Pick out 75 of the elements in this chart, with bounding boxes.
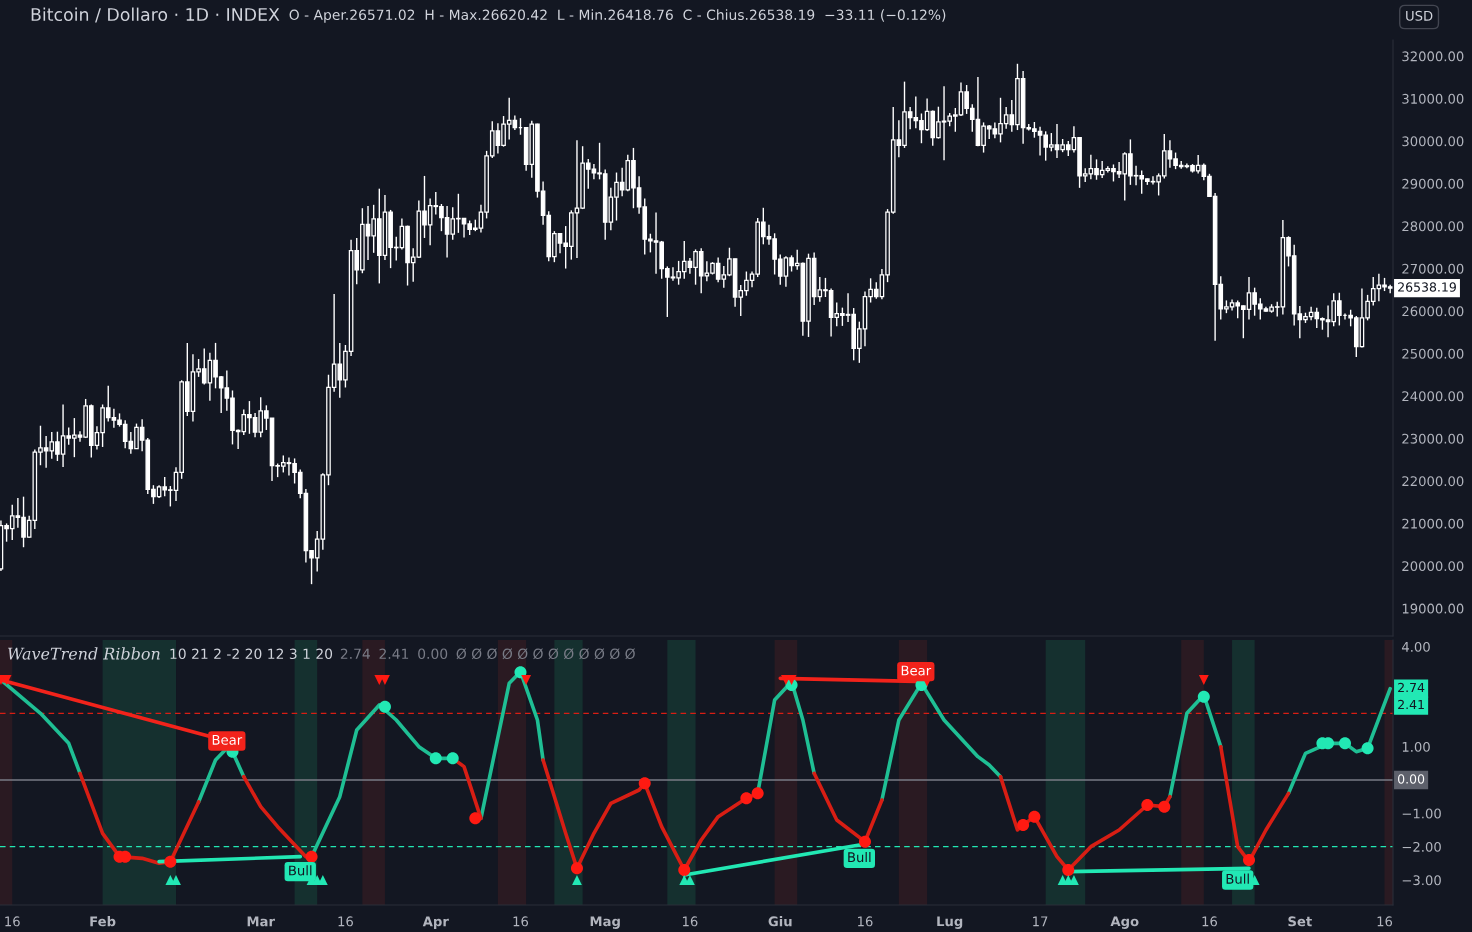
- y-tick-label: −1.00: [1402, 808, 1441, 819]
- point: [1242, 853, 1256, 867]
- point: [1141, 798, 1154, 812]
- annotation: Bull: [1226, 873, 1249, 884]
- annotation: 2.74: [1398, 682, 1425, 693]
- x-tick-label: 16: [858, 916, 873, 927]
- point: [1338, 737, 1352, 750]
- ref-line-label: 0.00: [1398, 774, 1425, 784]
- y-tick-label: 22000.00: [1402, 476, 1464, 487]
- text: USD: [1406, 10, 1433, 21]
- point: [1197, 690, 1210, 703]
- point: [429, 752, 442, 765]
- annotation: 2.41: [1398, 699, 1424, 710]
- x-tick-label: Apr: [422, 916, 449, 929]
- point: [1198, 675, 1209, 685]
- annotation: 26538.19: [1398, 282, 1456, 292]
- point: [1062, 863, 1075, 877]
- x-tick-label: Mag: [590, 916, 620, 929]
- y-tick-label: 27000.00: [1402, 263, 1464, 274]
- annotation: 0.00: [418, 648, 448, 660]
- y-tick-label: 31000.00: [1402, 93, 1464, 104]
- annotation: Bull: [289, 865, 312, 876]
- point: [1028, 810, 1041, 823]
- x-tick-label: Ago: [1110, 916, 1139, 929]
- point: [572, 875, 582, 885]
- point: [378, 700, 391, 713]
- point: [858, 835, 871, 848]
- annotation: Bear: [901, 665, 932, 676]
- chart-subtitle: O - Aper.26571.02 H - Max.26620.42 L - Min.26418.76 C - Chius.26538.19 −33.11 (−0.12%): [289, 9, 946, 23]
- y-tick-label: 29000.00: [1402, 178, 1464, 189]
- point: [446, 752, 459, 765]
- annotation: 2.74: [340, 648, 370, 659]
- y-tick-label: 21000.00: [1402, 518, 1464, 529]
- y-tick-label: 28000.00: [1402, 221, 1464, 232]
- point: [469, 812, 482, 825]
- x-tick-label: 16: [5, 916, 20, 927]
- chart-title: Bitcoin / Dollaro · 1D · INDEX: [31, 7, 280, 23]
- point: [1017, 818, 1030, 832]
- point: [751, 787, 764, 800]
- x-tick-label: 16: [338, 916, 353, 927]
- x-tick-label: Giu: [768, 916, 792, 927]
- x-tick-label: 16: [513, 916, 529, 927]
- y-tick-label: 26000.00: [1402, 306, 1464, 317]
- point: [521, 675, 532, 685]
- point: [1158, 800, 1171, 813]
- annotation: Bull: [848, 851, 871, 863]
- y-tick-label: 1.00: [1402, 741, 1430, 752]
- point: [570, 862, 583, 875]
- point: [1361, 742, 1374, 755]
- y-tick-label: 19000.00: [1402, 603, 1464, 614]
- point: [678, 863, 691, 877]
- x-tick-label: Feb: [90, 916, 116, 927]
- y-tick-label: 25000.00: [1402, 348, 1464, 359]
- y-tick-label: 24000.00: [1402, 391, 1464, 402]
- point: [740, 792, 753, 805]
- y-tick-label: 23000.00: [1402, 433, 1464, 444]
- y-tick-label: 30000.00: [1402, 136, 1464, 147]
- y-tick-label: −2.00: [1402, 841, 1441, 852]
- y-tick-label: −3.00: [1402, 875, 1441, 886]
- x-tick-label: Lug: [937, 916, 963, 929]
- x-tick-label: Mar: [247, 916, 275, 927]
- x-tick-label: Set: [1288, 916, 1312, 927]
- annotation: 2.41: [379, 648, 409, 659]
- chart-title: WaveTrend Ribbon: [8, 647, 160, 660]
- x-tick-label: 16: [682, 916, 698, 927]
- x-tick-label: 16: [1377, 916, 1393, 927]
- annotation: Ø Ø Ø Ø Ø Ø Ø Ø Ø Ø Ø Ø: [456, 648, 635, 660]
- point: [305, 850, 318, 863]
- x-tick-label: 16: [1202, 916, 1218, 927]
- y-tick-label: 32000.00: [1402, 51, 1464, 62]
- point: [638, 777, 651, 790]
- y-tick-label: 20000.00: [1402, 561, 1464, 572]
- y-tick-label: 4.00: [1401, 641, 1430, 652]
- x-tick-label: 17: [1033, 916, 1048, 927]
- chart-subtitle: 10 21 2 -2 20 12 3 1 20: [170, 648, 333, 660]
